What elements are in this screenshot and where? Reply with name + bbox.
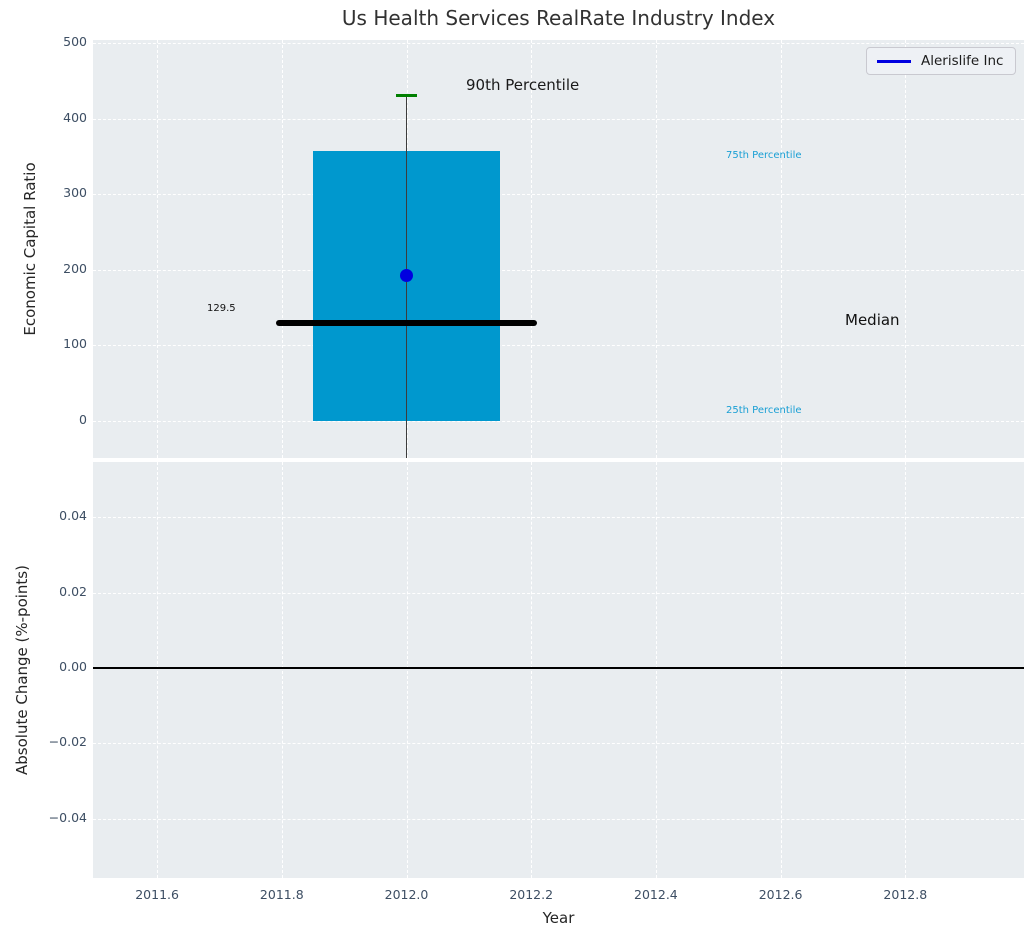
- company-data-point: [400, 269, 413, 283]
- p90-annotation: 90th Percentile: [466, 76, 580, 94]
- x-gridline: [281, 40, 283, 458]
- x-gridline: [780, 40, 782, 458]
- y-tick-label: 400: [63, 109, 87, 125]
- x-tick-label: 2012.4: [634, 887, 678, 902]
- zero-line: [93, 667, 1024, 669]
- chart-title: Us Health Services RealRate Industry Ind…: [341, 6, 776, 30]
- x-tick-label: 2012.6: [758, 887, 803, 902]
- y-tick-label: −0.02: [48, 734, 87, 750]
- legend-line-sample: [877, 59, 911, 63]
- x-tick-label: 2012.2: [509, 887, 554, 902]
- y-gridline: [93, 345, 1024, 347]
- y-tick-label: 300: [63, 185, 87, 201]
- y-gridline: [93, 194, 1024, 196]
- legend: Alerislife Inc: [866, 47, 1017, 75]
- x-gridline: [281, 462, 283, 878]
- y-gridline: [93, 818, 1024, 820]
- x-gridline: [655, 462, 657, 878]
- y-tick-label: 0.00: [59, 659, 87, 674]
- x-tick-label: 2012.0: [384, 887, 429, 902]
- y-gridline: [93, 269, 1024, 271]
- x-gridline: [905, 462, 907, 878]
- y-tick-label: 200: [63, 260, 87, 276]
- y-tick-label: −0.04: [48, 809, 87, 825]
- x-gridline: [531, 462, 533, 878]
- y-gridline: [93, 420, 1024, 422]
- y-gridline: [93, 743, 1024, 745]
- p90-whisker-cap: [395, 94, 418, 98]
- top-axes: 90th Percentile 75th Percentile 25th Per…: [93, 40, 1024, 458]
- x-gridline: [157, 462, 159, 878]
- y-gridline: [93, 517, 1024, 519]
- y-gridline: [93, 118, 1024, 120]
- p25-annotation: 25th Percentile: [726, 405, 802, 416]
- legend-label: Alerislife Inc: [921, 53, 1004, 69]
- y-gridline: [93, 43, 1024, 45]
- x-tick-label: 2011.6: [135, 887, 179, 902]
- x-gridline: [655, 40, 657, 458]
- x-axis-label: Year: [542, 909, 575, 927]
- y-tick-label: 0.04: [59, 508, 87, 524]
- y-tick-label: 0.02: [59, 583, 87, 599]
- p75-annotation: 75th Percentile: [726, 150, 802, 161]
- x-gridline: [780, 462, 782, 878]
- y-tick-label: 100: [63, 336, 87, 352]
- y-tick-label: 0: [79, 411, 87, 427]
- median-value-annotation: 129.5: [207, 303, 236, 314]
- x-gridline: [531, 40, 533, 458]
- median-annotation: Median: [845, 311, 900, 329]
- x-tick-label: 2011.8: [259, 887, 304, 902]
- x-gridline: [406, 462, 408, 878]
- bottom-axes: [93, 462, 1024, 878]
- x-gridline: [905, 40, 907, 458]
- x-gridline: [157, 40, 159, 458]
- x-tick-label: 2012.8: [883, 887, 928, 902]
- y-tick-label: 500: [63, 34, 87, 50]
- median-line: [275, 319, 538, 327]
- y-gridline: [93, 592, 1024, 594]
